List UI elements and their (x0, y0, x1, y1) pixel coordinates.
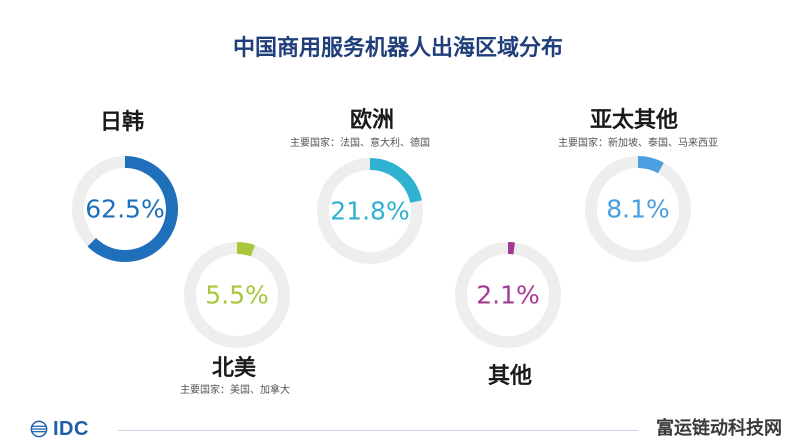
logo-text: IDC (53, 417, 89, 440)
region-name-europe: 欧洲 (350, 108, 395, 133)
donut-label-north-america: 5.5% (205, 281, 269, 310)
donut-label-other: 2.1% (476, 281, 540, 310)
region-subtitle-asia-pacific-other: 主要国家：新加坡、泰国、马来西亚 (558, 138, 718, 149)
donut-label-asia-pacific-other: 8.1% (606, 195, 670, 224)
region-subtitle-north-america: 主要国家：美国、加拿大 (180, 385, 290, 396)
region-name-north-america: 北美 (212, 356, 257, 381)
idc-logo: IDC (30, 418, 89, 440)
donut-label-japan-korea: 62.5% (85, 195, 164, 224)
donut-arc-north-america (236, 242, 255, 257)
donut-north-america: 5.5% (184, 242, 290, 348)
donut-label-europe: 21.8% (330, 197, 409, 226)
region-name-other: 其他 (488, 364, 533, 389)
donut-japan-korea: 62.5% (72, 156, 178, 262)
footer-divider (118, 430, 638, 431)
watermark: 富运链动科技网 (656, 418, 782, 439)
donut-europe: 21.8% (317, 158, 423, 264)
globe-icon (30, 420, 48, 438)
donut-arc-asia-pacific-other (637, 156, 664, 174)
region-name-japan-korea: 日韩 (100, 110, 145, 135)
donut-asia-pacific-other: 8.1% (585, 156, 691, 262)
donut-arc-japan-korea (87, 156, 178, 262)
donut-arc-europe (369, 158, 422, 204)
chart-title: 中国商用服务机器人出海区域分布 (232, 36, 563, 61)
region-subtitle-europe: 主要国家：法国、意大利、德国 (290, 138, 430, 149)
region-name-asia-pacific-other: 亚太其他 (590, 108, 679, 133)
donut-other: 2.1% (455, 242, 561, 348)
